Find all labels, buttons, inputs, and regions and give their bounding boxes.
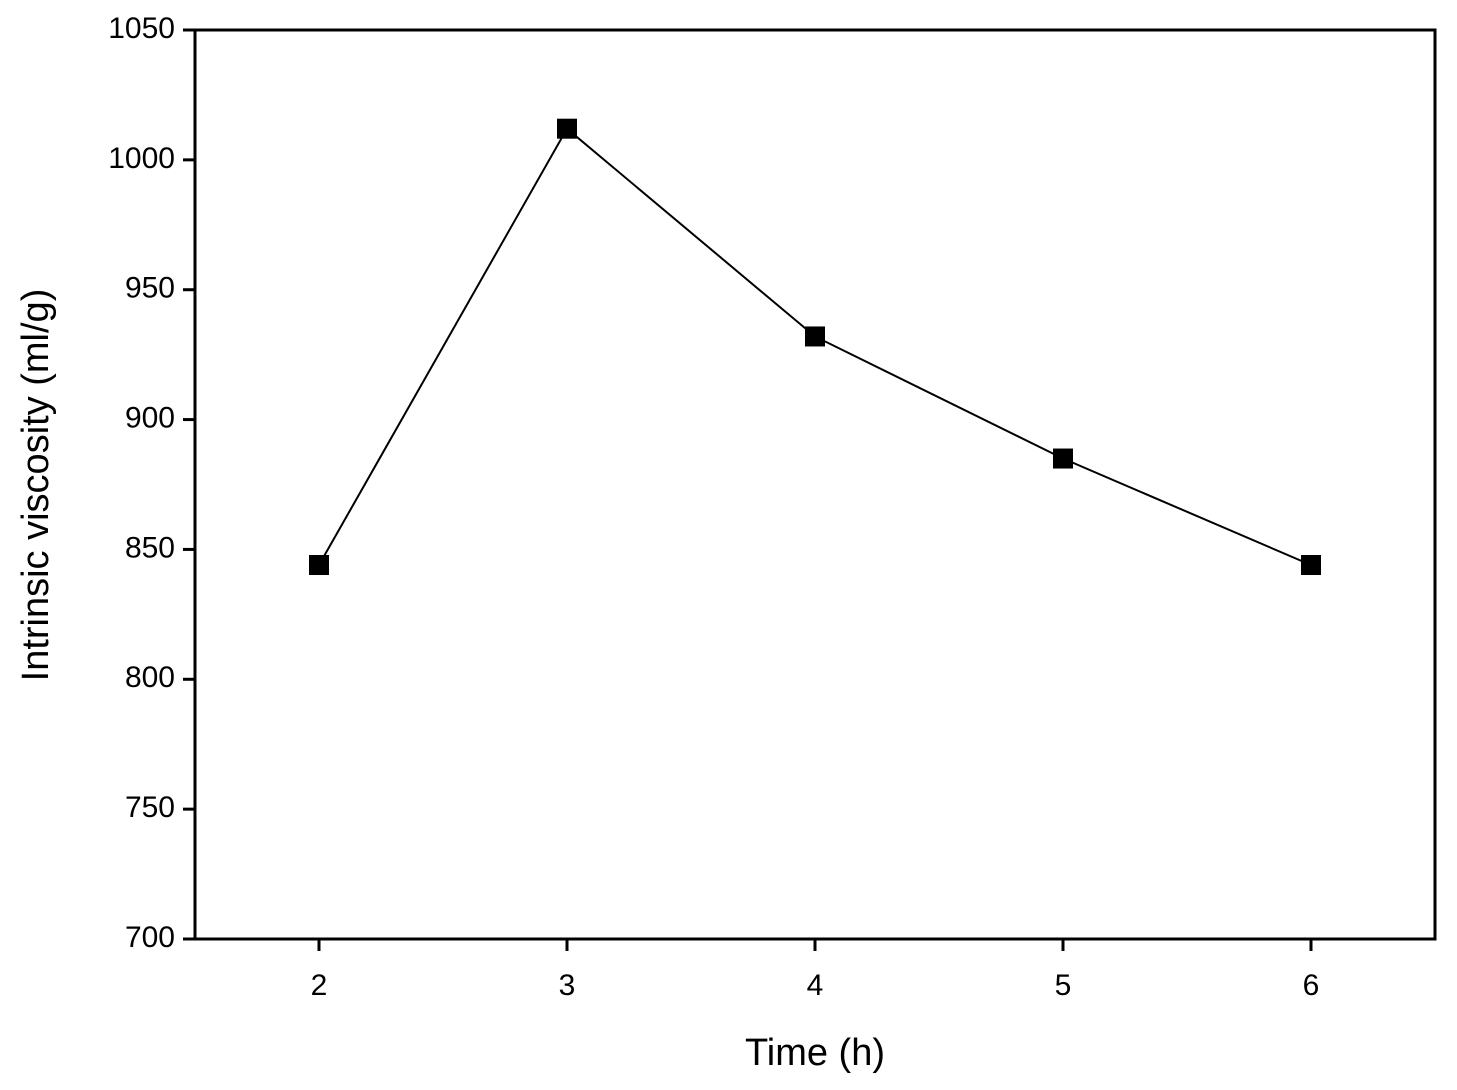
marker	[1053, 448, 1073, 469]
y-tick-label: 800	[125, 661, 175, 694]
marker	[309, 555, 329, 576]
x-tick-label: 5	[1055, 969, 1072, 1002]
y-tick-label: 850	[125, 531, 175, 564]
y-tick-label: 1050	[108, 12, 175, 45]
y-tick-label: 1000	[108, 142, 175, 175]
x-tick-label: 6	[1303, 969, 1320, 1002]
y-tick-label: 700	[125, 921, 175, 954]
x-tick-label: 2	[311, 969, 328, 1002]
marker	[557, 118, 577, 139]
y-tick-label: 950	[125, 272, 175, 305]
x-tick-label: 3	[559, 969, 576, 1002]
y-tick-label: 900	[125, 401, 175, 434]
y-axis-title: Intrinsic viscosity (ml/g)	[15, 289, 57, 682]
series-line	[318, 127, 1312, 566]
x-tick-label: 4	[807, 969, 824, 1002]
marker	[1301, 555, 1321, 576]
x-axis-title: Time (h)	[745, 1032, 885, 1074]
y-tick-label: 750	[125, 791, 175, 824]
marker	[805, 326, 825, 347]
plot-frame	[193, 28, 1437, 941]
